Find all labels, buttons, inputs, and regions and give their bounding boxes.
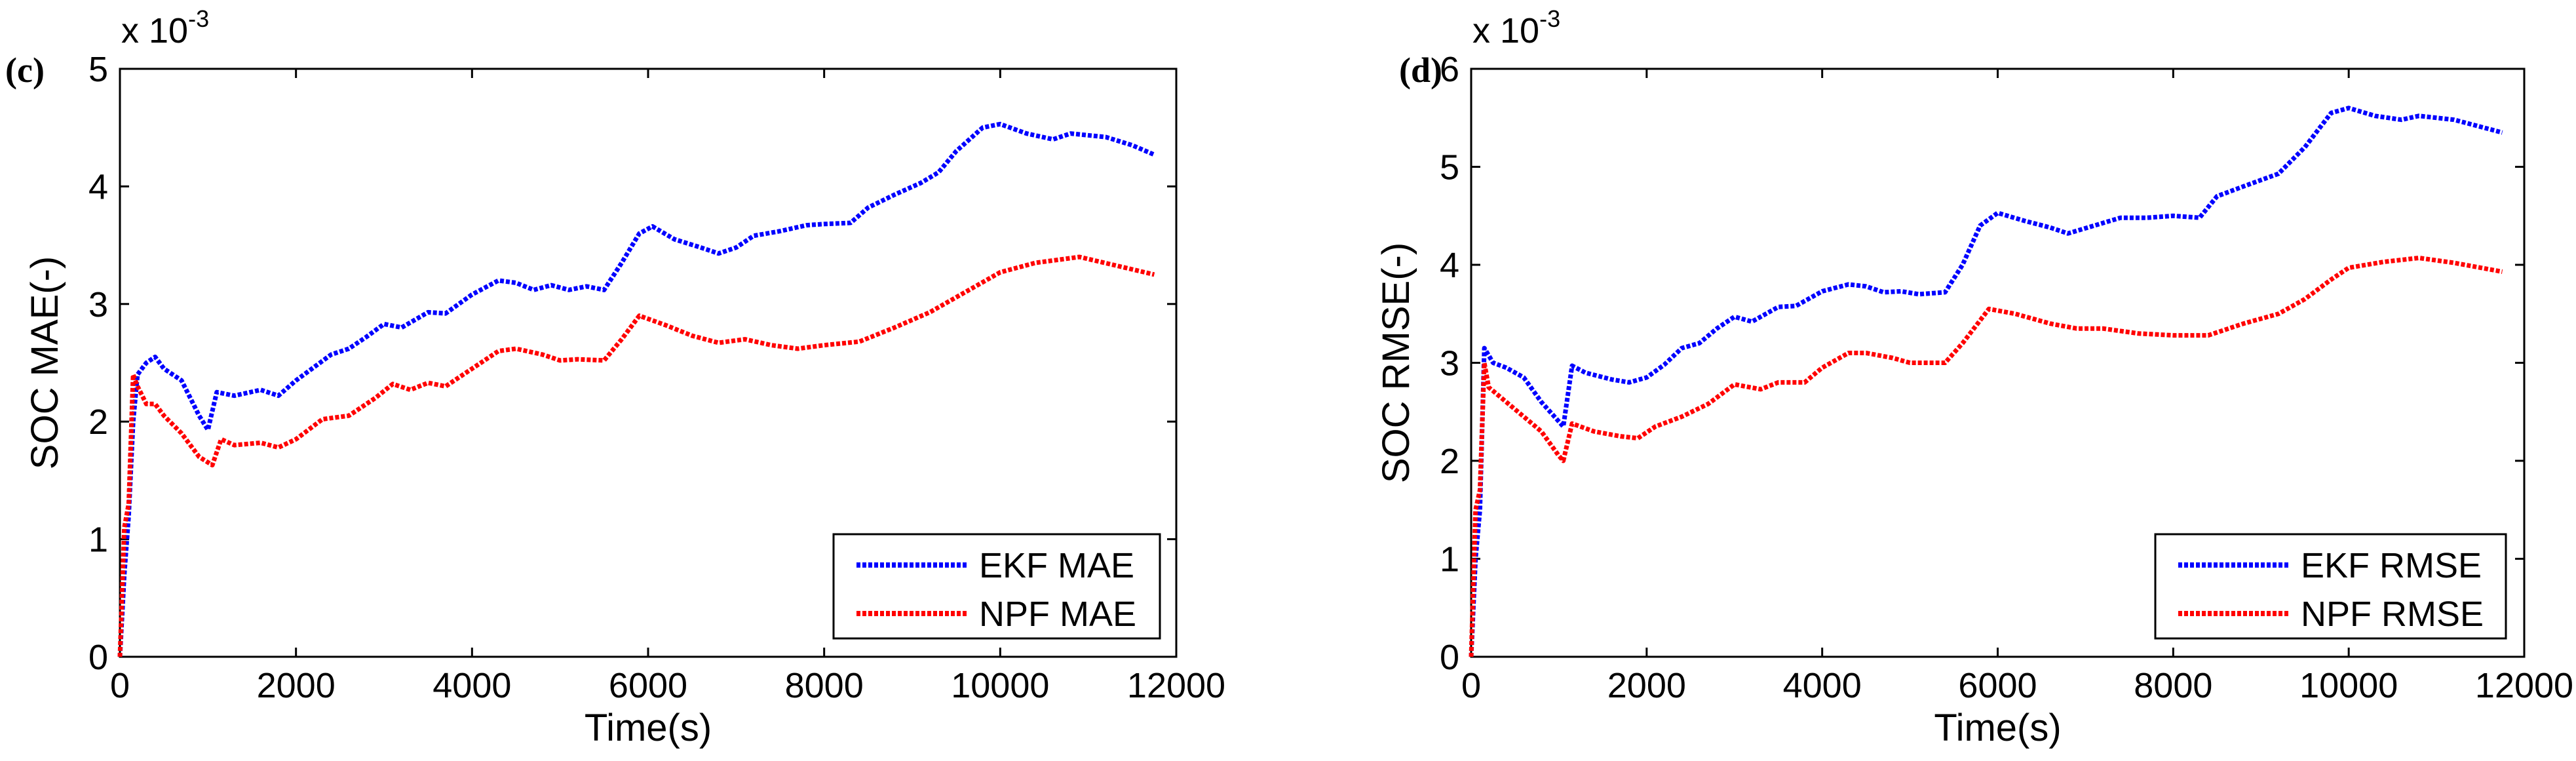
legend: EKF MAE NPF MAE bbox=[832, 533, 1161, 640]
x-tick-label: 10000 bbox=[951, 666, 1049, 705]
chart-rmse: 0 2000 4000 6000 8000 10000 12000 0 1 2 3 4 5 6 x 10-3… bbox=[1375, 5, 2573, 749]
x-tick-label: 2000 bbox=[257, 666, 336, 705]
y-tick-label: 0 bbox=[88, 638, 108, 677]
y-tick-label: 1 bbox=[1440, 540, 1459, 579]
x-tick-label: 0 bbox=[110, 666, 130, 705]
x-tick-label: 10000 bbox=[2299, 666, 2398, 705]
x-tick-label: 12000 bbox=[2475, 666, 2573, 705]
y-scale-exponent: -3 bbox=[188, 5, 209, 32]
y-scale-base: x 10 bbox=[121, 11, 188, 50]
series-line-npf-mae bbox=[117, 254, 1155, 657]
x-tick-label: 6000 bbox=[1958, 666, 2037, 705]
panel-label: (d) bbox=[1399, 50, 1442, 90]
y-tick-label: 3 bbox=[88, 285, 108, 324]
legend-label: EKF MAE bbox=[979, 546, 1134, 585]
x-tick-label: 6000 bbox=[609, 666, 687, 705]
y-scale-exponent: -3 bbox=[1539, 5, 1560, 32]
series-line-ekf-mae bbox=[117, 121, 1155, 657]
x-axis-label: Time(s) bbox=[1934, 707, 2061, 749]
series-line-npf-rmse bbox=[1469, 256, 2503, 657]
y-tick-label: 5 bbox=[88, 50, 108, 89]
x-tick-label: 2000 bbox=[1607, 666, 1686, 705]
y-tick-label: 5 bbox=[1440, 148, 1459, 187]
x-tick-label: 4000 bbox=[1783, 666, 1862, 705]
y-axis-label: SOC RMSE(-) bbox=[1375, 243, 1417, 483]
legend-label: NPF RMSE bbox=[2301, 595, 2484, 634]
x-tick-label: 0 bbox=[1461, 666, 1481, 705]
panel-label: (c) bbox=[5, 50, 45, 90]
y-tick-label: 2 bbox=[1440, 442, 1459, 481]
y-tick-label: 0 bbox=[1440, 638, 1459, 677]
y-scale-label: x 10-3 bbox=[1472, 5, 1560, 50]
y-axis-label: SOC MAE(-) bbox=[24, 256, 66, 469]
legend-label: NPF MAE bbox=[979, 595, 1136, 634]
y-tick-label: 3 bbox=[1440, 344, 1459, 383]
y-tick-label: 4 bbox=[88, 167, 108, 206]
y-tick-label: 4 bbox=[1440, 246, 1459, 285]
legend: EKF RMSE NPF RMSE bbox=[2154, 533, 2507, 640]
y-tick-label: 6 bbox=[1440, 50, 1459, 89]
y-tick-label: 2 bbox=[88, 402, 108, 442]
x-tick-label: 12000 bbox=[1127, 666, 1225, 705]
y-scale-base: x 10 bbox=[1472, 11, 1539, 50]
y-tick-label: 1 bbox=[88, 520, 108, 560]
x-tick-label: 8000 bbox=[2134, 666, 2212, 705]
legend-box bbox=[2154, 533, 2507, 640]
x-axis-label: Time(s) bbox=[585, 707, 712, 749]
chart-mae: 0 2000 4000 6000 8000 10000 12000 0 1 2 3 4 5 x 10-3 (… bbox=[5, 5, 1225, 749]
legend-box bbox=[832, 533, 1161, 640]
series-line-ekf-rmse bbox=[1469, 106, 2503, 657]
legend-label: EKF RMSE bbox=[2301, 546, 2482, 585]
x-tick-label: 8000 bbox=[785, 666, 864, 705]
x-tick-label: 4000 bbox=[433, 666, 511, 705]
y-scale-label: x 10-3 bbox=[121, 5, 209, 50]
